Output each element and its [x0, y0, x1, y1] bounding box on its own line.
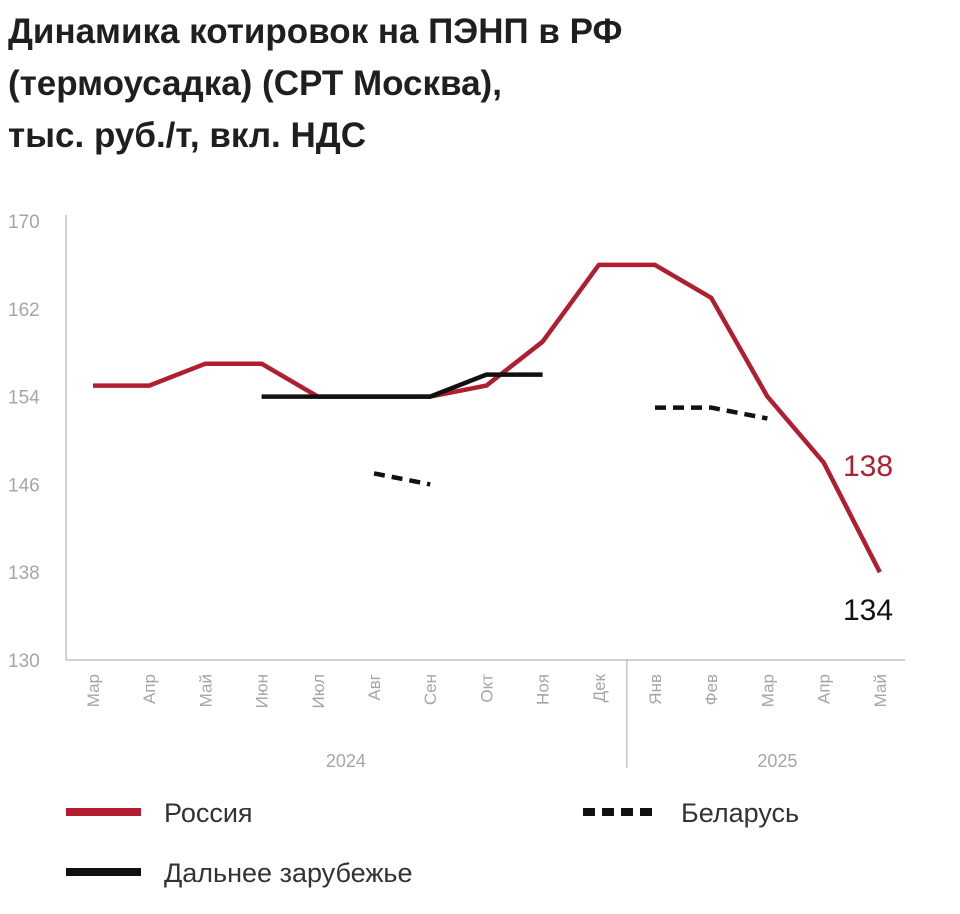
- y-tick-label-162: 162: [8, 300, 40, 321]
- y-tick-label-154: 154: [8, 388, 40, 409]
- series-line-беларусь-1: [655, 405, 768, 421]
- end-value-label-138: 138: [843, 450, 893, 483]
- legend-label-россия: Россия: [164, 798, 253, 828]
- end-value-label-134: 134: [843, 594, 893, 627]
- year-group-labels: 2024 2025: [326, 660, 797, 771]
- legend-label-беларусь: Беларусь: [681, 798, 799, 828]
- legend-label-дальнее-зарубежье: Дальнее зарубежье: [164, 858, 413, 888]
- series-line-дальнее-зарубежье-0: [261, 372, 543, 399]
- x-tick-label-6: Сен: [421, 674, 440, 705]
- chart-title-line-3: тыс. руб./т, вкл. НДС: [8, 116, 366, 155]
- x-tick-label-1: Апр: [140, 674, 159, 704]
- chart-title: Динамика котировок на ПЭНП в РФ (термоус…: [8, 6, 948, 162]
- x-tick-label-9: Дек: [590, 673, 609, 702]
- end-value-labels: 138 134: [843, 450, 893, 627]
- series-line-россия-0: [93, 262, 882, 574]
- x-tick-label-14: Май: [871, 674, 890, 707]
- x-tick-label-5: Авг: [365, 674, 384, 701]
- legend: Россия Беларусь Дальнее зарубежье: [66, 798, 799, 888]
- x-axis-tick-labels: Мар Апр Май Июн Июл Авг Сен Окт Ноя Дек Янв Фев Мар А…: [84, 673, 890, 708]
- y-tick-label-146: 146: [8, 475, 40, 496]
- chart-title-line-1: Динамика котировок на ПЭНП в РФ: [8, 12, 623, 51]
- x-tick-label-2: Май: [196, 674, 215, 707]
- y-tick-label-130: 130: [8, 651, 40, 672]
- x-tick-label-4: Июл: [309, 674, 328, 709]
- y-axis-tick-labels: 130 138 146 154 162 170: [8, 212, 40, 672]
- x-tick-label-11: Фев: [702, 674, 721, 705]
- x-tick-label-13: Апр: [815, 674, 834, 704]
- x-tick-label-8: Ноя: [534, 674, 553, 705]
- series-lines: [93, 262, 882, 574]
- year-label-2024: 2024: [326, 751, 366, 771]
- chart-axes: [65, 215, 905, 661]
- chart-title-line-2: (термоусадка) (СРТ Москва),: [8, 64, 502, 103]
- x-tick-label-10: Янв: [646, 674, 665, 705]
- year-label-2025: 2025: [757, 751, 797, 771]
- x-tick-label-0: Мар: [84, 674, 103, 707]
- x-tick-label-7: Окт: [477, 674, 496, 703]
- series-line-беларусь-0: [373, 471, 431, 487]
- x-tick-label-3: Июн: [253, 674, 272, 708]
- y-tick-label-138: 138: [8, 563, 40, 584]
- y-tick-label-170: 170: [8, 212, 40, 233]
- x-tick-label-12: Мар: [758, 674, 777, 707]
